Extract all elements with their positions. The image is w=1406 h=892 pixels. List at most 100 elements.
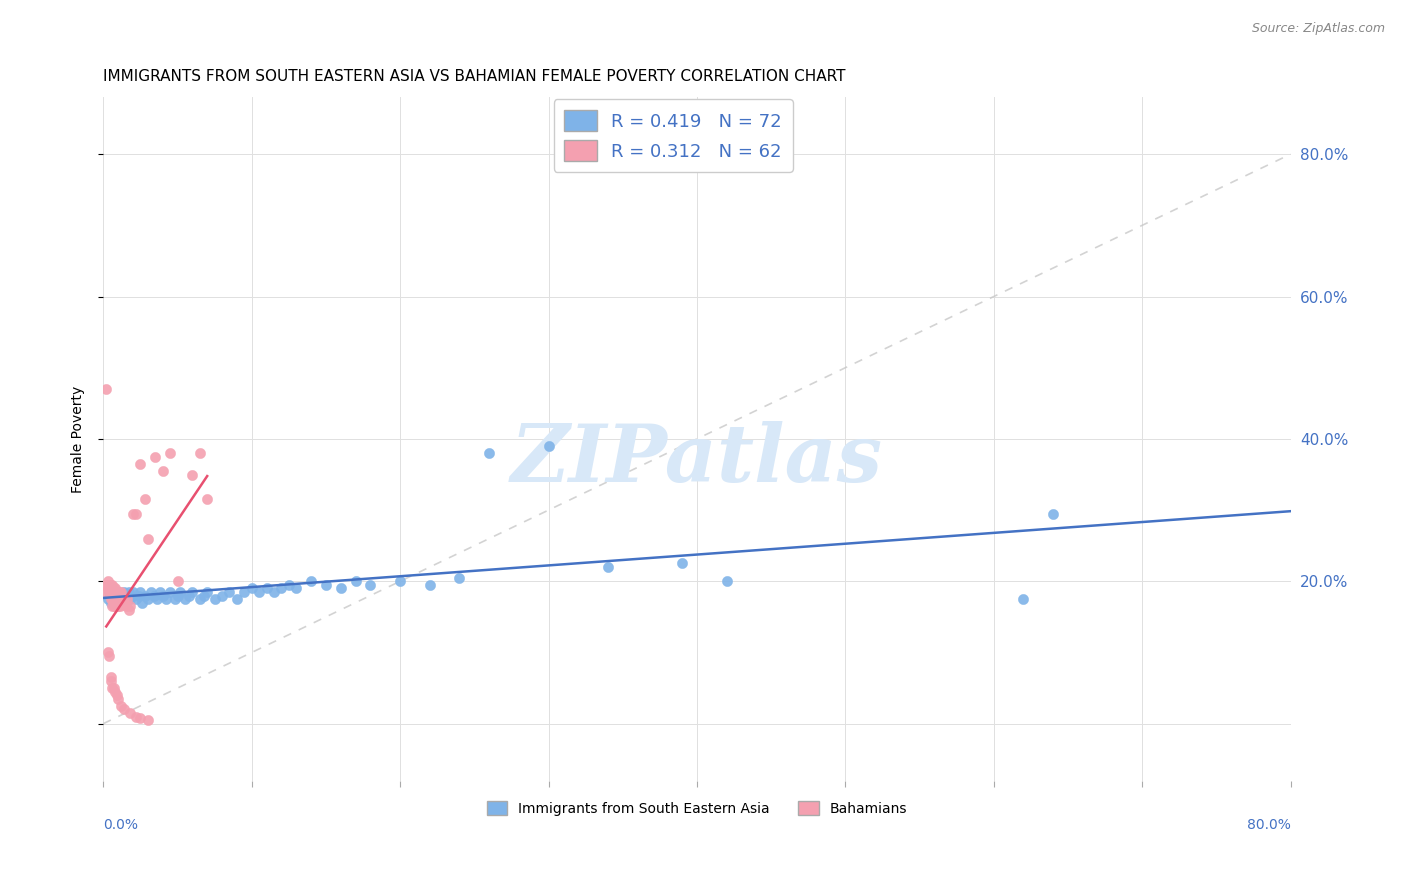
Point <box>112 585 135 599</box>
Point <box>211 589 233 603</box>
Point <box>134 492 156 507</box>
Point <box>107 585 129 599</box>
Point <box>108 585 131 599</box>
Point <box>100 578 122 592</box>
Point <box>105 585 128 599</box>
Text: IMMIGRANTS FROM SOUTH EASTERN ASIA VS BAHAMIAN FEMALE POVERTY CORRELATION CHART: IMMIGRANTS FROM SOUTH EASTERN ASIA VS BA… <box>103 69 846 84</box>
Point <box>134 589 156 603</box>
Point <box>118 599 141 614</box>
Point <box>419 578 441 592</box>
Point <box>117 585 139 599</box>
Point <box>98 585 121 599</box>
Point <box>188 592 211 607</box>
Point <box>139 585 162 599</box>
Point <box>152 464 174 478</box>
Point <box>128 589 150 603</box>
Point <box>104 585 127 599</box>
Point <box>344 574 367 589</box>
Point <box>101 599 124 614</box>
Text: ZIPatlas: ZIPatlas <box>510 421 883 498</box>
Point <box>145 592 167 607</box>
Point <box>152 589 174 603</box>
Point <box>195 492 218 507</box>
Point <box>166 574 188 589</box>
Point <box>233 585 256 599</box>
Point <box>115 592 138 607</box>
Point <box>117 603 139 617</box>
Point <box>97 592 120 607</box>
Point <box>108 599 131 614</box>
Point <box>179 589 201 603</box>
Point <box>114 589 136 603</box>
Point <box>596 560 619 574</box>
Text: 80.0%: 80.0% <box>1247 818 1291 832</box>
Point <box>101 592 124 607</box>
Point <box>96 382 118 396</box>
Point <box>110 585 132 599</box>
Point <box>101 585 124 599</box>
Point <box>125 592 148 607</box>
Point <box>129 585 152 599</box>
Point <box>100 596 122 610</box>
Point <box>225 592 247 607</box>
Point <box>103 596 125 610</box>
Point <box>136 592 159 607</box>
Point <box>285 582 308 596</box>
Point <box>110 589 132 603</box>
Point <box>103 599 125 614</box>
Point <box>143 450 166 464</box>
Point <box>107 599 129 614</box>
Y-axis label: Female Poverty: Female Poverty <box>72 385 86 492</box>
Point <box>174 592 197 607</box>
Point <box>136 713 159 727</box>
Point <box>193 589 215 603</box>
Point <box>105 688 128 702</box>
Point <box>111 592 134 607</box>
Point <box>101 578 124 592</box>
Point <box>100 582 122 596</box>
Point <box>125 507 148 521</box>
Point <box>96 578 118 592</box>
Point <box>96 585 118 599</box>
Point <box>1012 592 1035 607</box>
Point <box>103 589 125 603</box>
Point <box>315 578 337 592</box>
Point <box>159 446 181 460</box>
Point <box>107 691 129 706</box>
Point <box>104 599 127 614</box>
Point <box>449 571 471 585</box>
Legend: Immigrants from South Eastern Asia, Bahamians: Immigrants from South Eastern Asia, Baha… <box>481 796 912 822</box>
Point <box>299 574 322 589</box>
Point <box>136 532 159 546</box>
Point <box>100 582 122 596</box>
Text: Source: ZipAtlas.com: Source: ZipAtlas.com <box>1251 22 1385 36</box>
Point <box>101 681 124 695</box>
Point <box>1042 507 1064 521</box>
Point <box>104 592 127 607</box>
Point <box>107 585 129 599</box>
Point <box>277 578 299 592</box>
Point <box>188 446 211 460</box>
Point <box>98 585 121 599</box>
Point <box>181 467 204 482</box>
Point <box>716 574 738 589</box>
Point <box>125 709 148 723</box>
Point <box>98 578 121 592</box>
Point <box>142 589 165 603</box>
Point <box>100 592 122 607</box>
Point <box>110 592 132 607</box>
Point <box>104 592 127 607</box>
Point <box>131 596 153 610</box>
Point <box>111 592 134 607</box>
Point <box>112 596 135 610</box>
Point <box>101 592 124 607</box>
Point <box>118 592 141 607</box>
Point <box>104 582 127 596</box>
Point <box>107 596 129 610</box>
Point <box>478 446 501 460</box>
Point <box>105 589 128 603</box>
Point <box>263 585 285 599</box>
Point <box>166 589 188 603</box>
Point <box>163 592 186 607</box>
Point <box>97 574 120 589</box>
